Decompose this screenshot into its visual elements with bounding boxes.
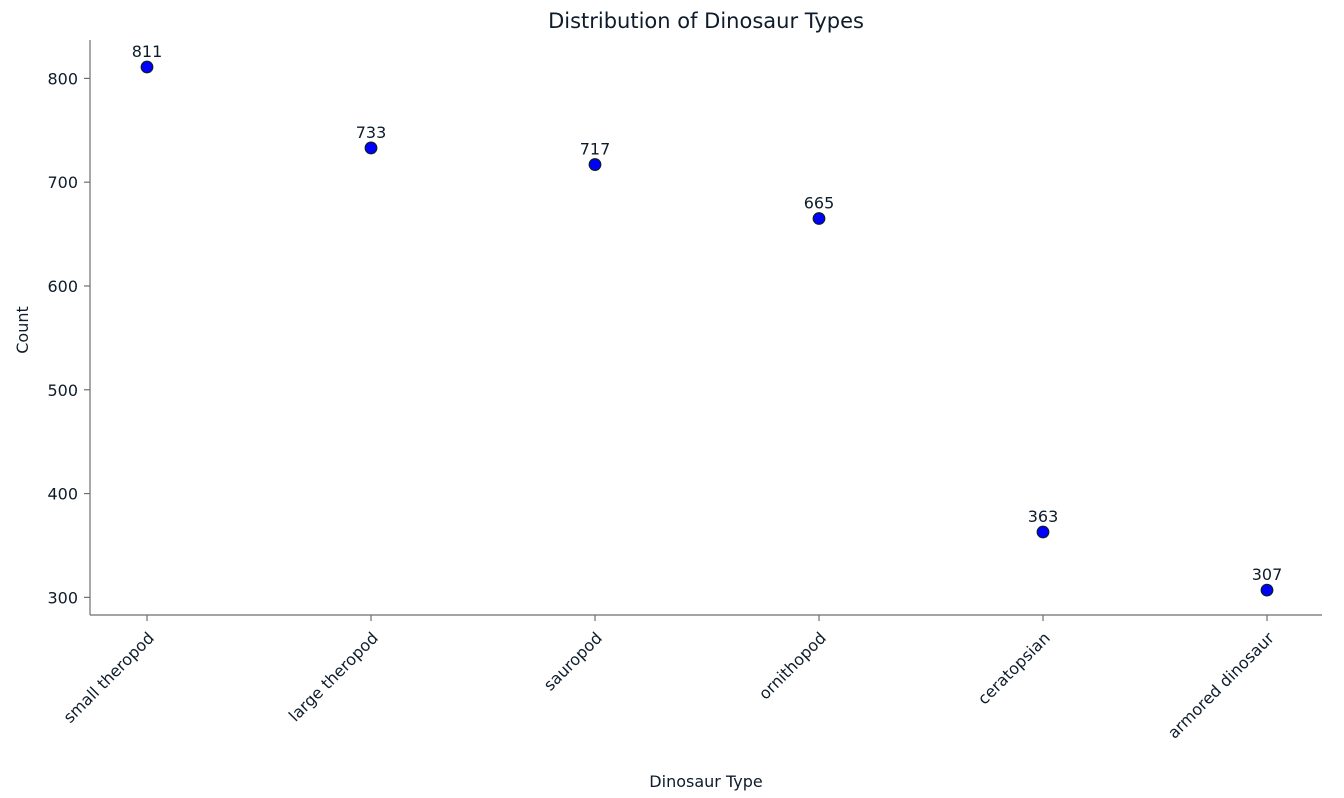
data-label: 307 bbox=[1252, 565, 1283, 584]
data-labels: 811 733 717 665 363 307 bbox=[132, 42, 1283, 584]
x-tick-label: large theropod bbox=[285, 628, 382, 725]
y-axis-label: Count bbox=[13, 306, 32, 354]
y-tick-label: 300 bbox=[47, 588, 78, 607]
y-tick-label: 500 bbox=[47, 381, 78, 400]
data-points bbox=[140, 60, 1274, 597]
data-label: 717 bbox=[580, 140, 611, 159]
data-label: 733 bbox=[356, 123, 387, 142]
y-tick-label: 600 bbox=[47, 277, 78, 296]
y-tick-label: 400 bbox=[47, 485, 78, 504]
y-tick-label: 800 bbox=[47, 69, 78, 88]
x-tick-label: small theropod bbox=[59, 628, 157, 726]
data-point bbox=[1260, 583, 1274, 597]
axes bbox=[89, 40, 1322, 616]
x-ticks: small theropod large theropod sauropod orni… bbox=[59, 615, 1278, 742]
x-tick-label: ceratopsian bbox=[974, 628, 1054, 708]
data-label: 811 bbox=[132, 42, 163, 61]
y-ticks: 300 400 500 600 700 800 bbox=[47, 69, 90, 607]
chart-title: Distribution of Dinosaur Types bbox=[548, 9, 864, 33]
data-point bbox=[588, 158, 602, 171]
x-tick-label: sauropod bbox=[540, 628, 606, 694]
data-point bbox=[364, 141, 378, 155]
data-label: 363 bbox=[1028, 507, 1059, 526]
x-axis-label: Dinosaur Type bbox=[649, 772, 762, 791]
y-tick-label: 700 bbox=[47, 173, 78, 192]
data-point bbox=[812, 212, 826, 225]
data-point bbox=[140, 60, 154, 74]
x-tick-label: ornithopod bbox=[755, 628, 830, 703]
data-label: 665 bbox=[804, 194, 835, 213]
data-point bbox=[1036, 525, 1050, 539]
x-tick-label: armored dinosaur bbox=[1164, 628, 1278, 742]
